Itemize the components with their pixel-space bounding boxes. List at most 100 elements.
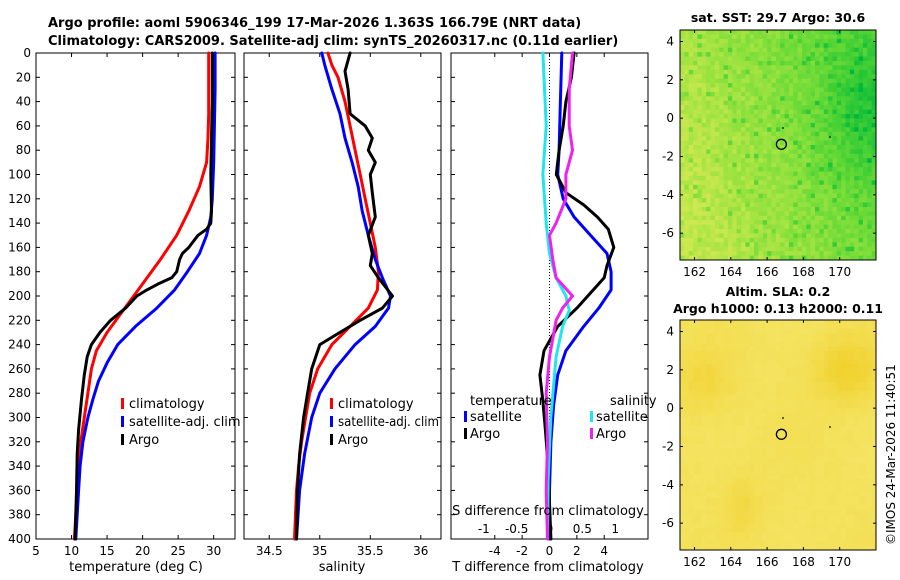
heatmap-cell [806, 180, 812, 186]
heatmap-cell [823, 153, 829, 159]
heatmap-cell [819, 131, 825, 137]
heatmap-cell [762, 96, 768, 102]
x-tick-label: 25 [171, 544, 186, 558]
heatmap-cell [871, 421, 877, 427]
heatmap-cell [745, 461, 751, 467]
heatmap-cell [701, 519, 707, 524]
heatmap-cell [828, 461, 833, 467]
heatmap-cell [801, 527, 807, 533]
heatmap-cell [701, 443, 707, 449]
heatmap-cell [767, 220, 772, 226]
heatmap-cell [758, 368, 764, 374]
heatmap-cell [762, 496, 768, 502]
heatmap-cell [775, 443, 781, 449]
heatmap-cell [780, 333, 785, 339]
heatmap-cell [723, 171, 729, 177]
heatmap-cell [797, 206, 803, 212]
heatmap-cell [688, 136, 694, 141]
heatmap-cell [762, 435, 768, 440]
heatmap-cell [828, 224, 833, 230]
heatmap-cell [701, 229, 707, 234]
heatmap-cell [854, 246, 859, 252]
heatmap-cell [858, 198, 864, 203]
heatmap-cell [815, 158, 820, 164]
heatmap-cell [836, 175, 842, 181]
heatmap-cell [823, 541, 829, 546]
heatmap-cell [788, 452, 794, 458]
heatmap-cell [841, 404, 846, 409]
heatmap-cell [793, 114, 798, 119]
heatmap-cell [771, 83, 777, 88]
heatmap-cell [819, 149, 825, 155]
heatmap-cell [749, 100, 755, 106]
x-tick-label: 166 [756, 265, 779, 279]
heatmap-cell [754, 251, 759, 256]
heatmap-cell [684, 180, 690, 186]
heatmap-cell [841, 505, 846, 511]
heatmap-cell [801, 220, 807, 226]
heatmap-cell [793, 399, 798, 405]
heatmap-cell [858, 386, 864, 392]
heatmap-cell [697, 122, 703, 128]
heatmap-cell [706, 510, 711, 516]
heatmap-cell [810, 52, 816, 57]
heatmap-cell [701, 167, 707, 172]
heatmap-cell [710, 426, 716, 431]
heatmap-cell [854, 337, 859, 343]
heatmap-cell [862, 337, 868, 343]
heatmap-cell [719, 426, 724, 431]
heatmap-cell [775, 492, 781, 498]
heatmap-cell [867, 399, 873, 405]
heatmap-cell [723, 541, 729, 546]
heatmap-cell [788, 430, 794, 436]
heatmap-cell [815, 34, 820, 40]
heatmap-cell [836, 65, 842, 71]
heatmap-cell [823, 136, 829, 141]
heatmap-cell [697, 193, 703, 199]
heatmap-cell [858, 224, 864, 230]
heatmap-cell [706, 488, 711, 493]
heatmap-cell [862, 536, 868, 542]
heatmap-cell [788, 136, 794, 141]
heatmap-cell [832, 78, 838, 84]
heatmap-cell [719, 474, 724, 480]
heatmap-cell [836, 359, 842, 365]
heatmap-cell [693, 140, 698, 146]
heatmap-cell [688, 505, 694, 511]
heatmap-cell [858, 158, 864, 164]
heatmap-cell [862, 430, 868, 436]
heatmap-cell [797, 60, 803, 66]
heatmap-cell [688, 479, 694, 485]
heatmap-cell [732, 162, 738, 168]
heatmap-cell [845, 364, 851, 370]
heatmap-cell [815, 202, 820, 208]
heatmap-cell [780, 242, 785, 248]
heatmap-cell [841, 350, 846, 356]
heatmap-cell [841, 337, 846, 343]
heatmap-cell [788, 96, 794, 102]
heatmap-cell [758, 395, 764, 401]
heatmap-cell [775, 193, 781, 199]
heatmap-cell [780, 342, 785, 347]
heatmap-cell [797, 43, 803, 49]
heatmap-cell [854, 492, 859, 498]
heatmap-cell [801, 505, 807, 511]
heatmap-cell [810, 96, 816, 102]
heatmap-cell [836, 220, 842, 226]
heatmap-cell [788, 202, 794, 208]
heatmap-cell [784, 390, 790, 396]
heatmap-cell [836, 443, 842, 449]
heatmap-cell [732, 435, 738, 440]
heatmap-cell [806, 109, 812, 115]
heatmap-cell [806, 206, 812, 212]
heatmap-cell [688, 439, 694, 445]
heatmap-cell [749, 408, 755, 414]
heatmap-cell [688, 443, 694, 449]
heatmap-cell [862, 246, 868, 252]
heatmap-cell [697, 421, 703, 427]
heatmap-cell [727, 527, 733, 533]
heatmap-cell [858, 417, 864, 423]
heatmap-cell [780, 395, 785, 401]
heatmap-cell [793, 421, 798, 427]
heatmap-cell [684, 386, 690, 392]
